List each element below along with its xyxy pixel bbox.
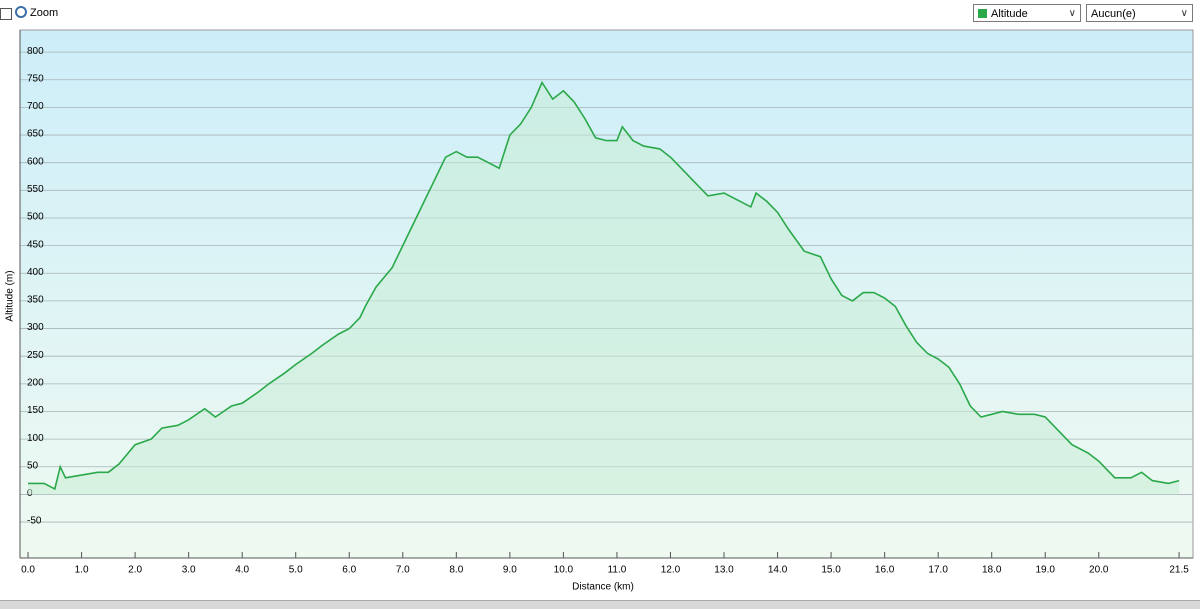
series-swatch: [978, 9, 987, 18]
x-tick-label: 20.0: [1089, 565, 1109, 576]
y-tick-label: 400: [27, 267, 44, 278]
x-axis-title: Distance (km): [572, 582, 634, 593]
x-tick-label: 0.0: [21, 565, 35, 576]
altitude-area: [28, 82, 1180, 495]
x-tick-label: 11.0: [608, 565, 627, 576]
series-select-text: Altitude: [991, 8, 1028, 20]
dropdown-arrow: ∨: [1180, 8, 1188, 19]
x-tick-label: 17.0: [928, 565, 948, 576]
y-tick-label: 750: [27, 73, 44, 84]
x-tick-label: 8.0: [449, 565, 463, 576]
y-tick-label: 50: [27, 460, 39, 471]
y-tick-label: 550: [27, 184, 44, 195]
altitude-line: [28, 80, 1180, 491]
compare-select[interactable]: Aucun(e) ∨: [1086, 4, 1193, 22]
zoom-label: Zoom: [30, 7, 59, 19]
x-tick-label: 1.0: [75, 565, 89, 576]
y-tick-label: 650: [27, 129, 44, 140]
dropdown-arrow: ∨: [1068, 8, 1076, 19]
y-tick-label: 800: [27, 46, 44, 57]
x-tick-label: 18.0: [982, 565, 1002, 576]
x-tick-label: 12.0: [661, 565, 681, 576]
taskbar-strip: [0, 600, 1200, 609]
y-tick-label: 150: [27, 405, 44, 416]
y-tick-label: 450: [27, 239, 44, 250]
y-tick-label: 600: [27, 156, 44, 167]
x-tick-label: 21.5: [1169, 565, 1189, 576]
y-tick-label: 250: [27, 350, 44, 361]
y-tick-label: 350: [27, 295, 44, 306]
y-tick-label: 300: [27, 322, 44, 333]
y-tick-label: 500: [27, 212, 44, 223]
x-tick-label: 3.0: [182, 565, 196, 576]
x-tick-label: 15.0: [821, 565, 841, 576]
y-tick-label: 200: [27, 377, 44, 388]
series-select[interactable]: Altitude ∨: [973, 4, 1081, 22]
y-tick-label: 700: [27, 101, 44, 112]
zoom-icon: [15, 6, 27, 18]
x-tick-label: 2.0: [128, 565, 142, 576]
x-tick-label: 4.0: [235, 565, 249, 576]
x-tick-label: 7.0: [396, 565, 410, 576]
x-tick-label: 10.0: [554, 565, 574, 576]
y-tick-label: -50: [27, 516, 42, 527]
x-tick-label: 19.0: [1036, 565, 1056, 576]
x-tick-label: 16.0: [875, 565, 895, 576]
x-tick-label: 5.0: [289, 565, 303, 576]
x-tick-label: 6.0: [342, 565, 356, 576]
x-tick-label: 13.0: [714, 565, 734, 576]
x-tick-label: 9.0: [503, 565, 517, 576]
x-tick-label: 14.0: [768, 565, 788, 576]
y-axis-title: Altitude (m): [5, 270, 16, 321]
y-tick-label: 100: [27, 433, 44, 444]
compare-select-text: Aucun(e): [1091, 8, 1136, 20]
zoom-checkbox[interactable]: [0, 8, 12, 20]
